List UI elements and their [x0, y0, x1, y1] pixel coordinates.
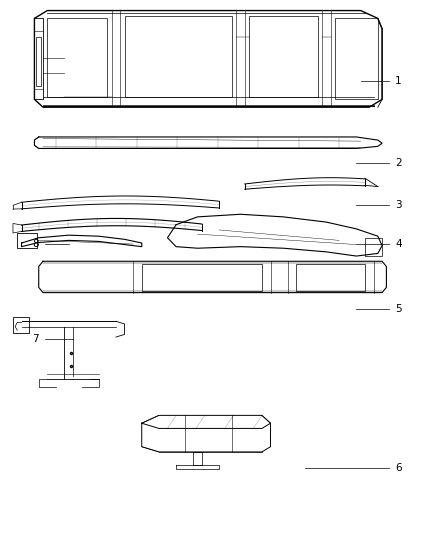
Text: 6: 6	[395, 463, 402, 473]
Bar	[296, 264, 365, 290]
Text: 8: 8	[32, 239, 39, 249]
Bar	[124, 16, 232, 97]
Bar	[13, 317, 29, 333]
Text: 5: 5	[395, 304, 402, 314]
Bar	[142, 264, 262, 290]
Text: 1: 1	[395, 76, 402, 86]
Text: 7: 7	[32, 334, 39, 344]
Text: 3: 3	[395, 200, 402, 211]
Bar	[365, 238, 382, 256]
Text: 4: 4	[395, 239, 402, 249]
Bar	[47, 19, 107, 97]
Bar	[17, 232, 36, 248]
Bar	[36, 37, 41, 86]
Text: 2: 2	[395, 158, 402, 168]
Bar	[335, 19, 378, 99]
Bar	[249, 16, 318, 97]
